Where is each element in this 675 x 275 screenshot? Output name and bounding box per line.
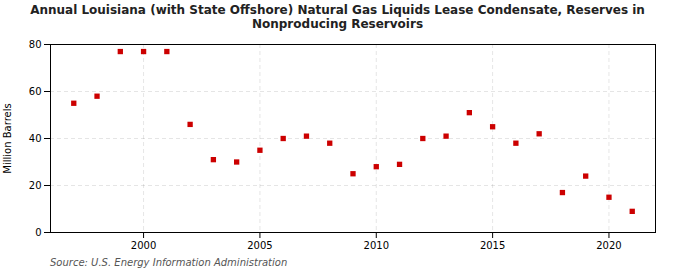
svg-text:80: 80 <box>29 38 42 49</box>
svg-text:2005: 2005 <box>247 239 272 250</box>
html-text:Source: U.S. Energy Informatio: Source: U.S. Energy Information Administ… <box>50 256 288 268</box>
html-text:Annual Louisiana (with State O: Annual Louisiana (with State Offshore) N… <box>30 3 645 32</box>
svg-text:40: 40 <box>29 132 42 143</box>
svg-text:2015: 2015 <box>480 239 505 250</box>
svg-text:0: 0 <box>35 226 41 237</box>
svg-text:60: 60 <box>29 85 42 96</box>
svg-text:Million Barrels: Million Barrels <box>2 103 13 173</box>
svg-text:2010: 2010 <box>364 239 389 250</box>
svg-text:2020: 2020 <box>596 239 621 250</box>
svg-text:2000: 2000 <box>131 239 156 250</box>
svg-text:20: 20 <box>29 179 42 190</box>
